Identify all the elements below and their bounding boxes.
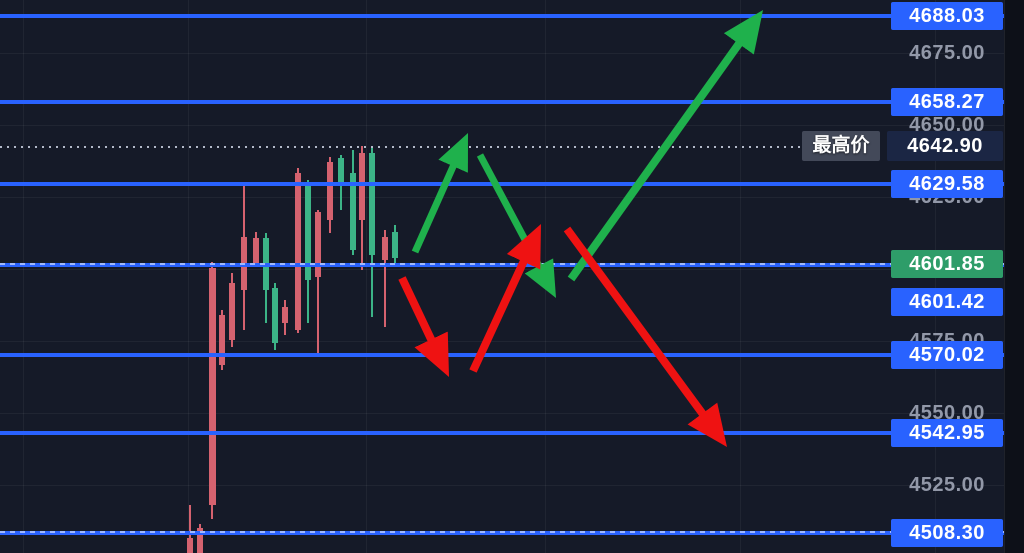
candle-body <box>282 306 288 323</box>
highest-price-value: 4642.90 <box>887 131 1003 161</box>
horizontal-gridline <box>0 269 1004 270</box>
horizontal-gridline <box>0 125 1004 126</box>
vertical-gridline <box>188 0 189 553</box>
bearish-arrow <box>563 226 727 447</box>
bullish-arrow <box>411 133 469 254</box>
candle-wick <box>189 505 191 553</box>
bearish-arrow <box>398 276 450 377</box>
highest-price-label: 最高价 <box>802 131 880 161</box>
horizontal-gridline <box>0 413 1004 414</box>
candle-body <box>338 157 344 183</box>
candle-body <box>229 283 235 340</box>
candle-body <box>253 237 259 263</box>
price-level-line <box>0 100 1004 104</box>
vertical-gridline <box>23 0 24 553</box>
candle-body <box>392 232 398 258</box>
bearish-arrow <box>469 224 542 373</box>
candle-body <box>197 528 203 553</box>
price-level-badge: 4688.03 <box>891 2 1003 30</box>
price-tick-label: 4675.00 <box>909 42 985 64</box>
price-level-badge: 4658.27 <box>891 88 1003 116</box>
candle-body <box>305 184 311 281</box>
candle-body <box>369 153 375 256</box>
vertical-gridline <box>366 0 367 553</box>
price-level-badge: 4629.58 <box>891 170 1003 198</box>
candle-body <box>382 237 388 260</box>
price-level-badge: 4601.42 <box>891 288 1003 316</box>
bullish-arrow <box>567 10 764 282</box>
candle-body <box>315 211 321 277</box>
candle-body <box>187 537 193 553</box>
price-line-dash-overlay <box>0 263 1004 265</box>
price-tick-label: 4650.00 <box>909 114 985 136</box>
horizontal-gridline <box>0 53 1004 54</box>
vertical-gridline <box>740 0 741 553</box>
price-tick-label: 4550.00 <box>909 402 985 424</box>
current-price-badge: 4601.85 <box>891 250 1003 278</box>
price-level-line <box>0 263 1004 267</box>
candle-body <box>350 173 356 250</box>
price-level-line <box>0 353 1004 357</box>
candle-body <box>295 173 301 330</box>
candle-body <box>359 153 365 221</box>
horizontal-gridline <box>0 341 1004 342</box>
price-level-line <box>0 14 1004 18</box>
candle-wick <box>384 230 386 328</box>
candle-wick <box>317 209 319 353</box>
price-level-badge: 4570.02 <box>891 341 1003 369</box>
axis-edge-strip <box>1004 0 1024 553</box>
price-level-line <box>0 431 1004 435</box>
price-level-badge: 4508.30 <box>891 519 1003 547</box>
price-level-line <box>0 531 1004 535</box>
price-tick-label: 4525.00 <box>909 474 985 496</box>
candle-body <box>327 161 333 221</box>
price-level-line <box>0 182 1004 186</box>
horizontal-gridline <box>0 485 1004 486</box>
candle-body <box>209 268 216 506</box>
candle-body <box>219 314 225 365</box>
highest-price-dotted-line <box>0 146 800 148</box>
price-line-dash-overlay <box>0 531 1004 533</box>
price-level-badge: 4542.95 <box>891 419 1003 447</box>
candle-body <box>272 287 278 344</box>
